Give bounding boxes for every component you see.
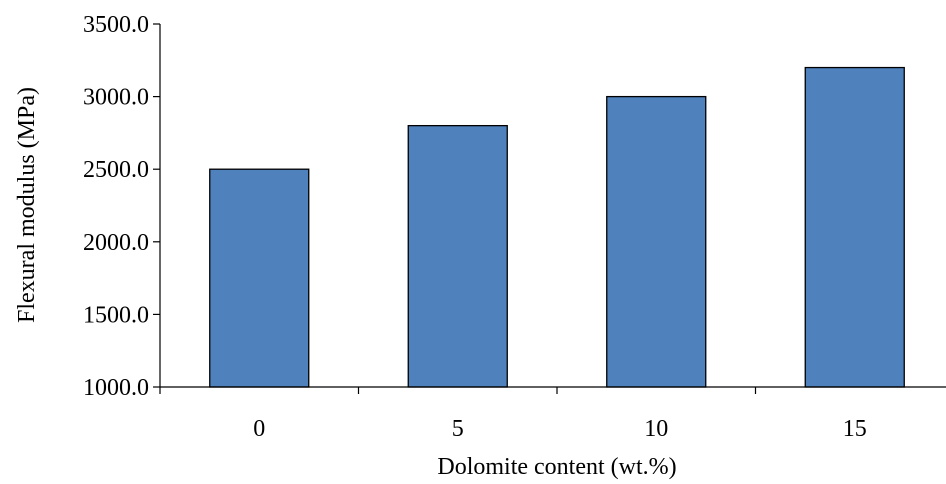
x-axis-title: Dolomite content (wt.%) xyxy=(437,454,676,480)
y-axis-ticks: 1000.0 1500.0 2000.0 2500.0 3000.0 3500.0 xyxy=(83,12,160,401)
x-tick-label: 15 xyxy=(843,416,867,442)
y-tick-label: 2000.0 xyxy=(83,230,149,256)
bar-5 xyxy=(407,124,508,388)
bar-10 xyxy=(606,95,707,388)
bars xyxy=(209,66,905,388)
bar-0 xyxy=(209,168,310,388)
bar-15 xyxy=(804,66,905,388)
y-tick-label: 1000.0 xyxy=(83,375,149,401)
y-axis-title: Flexural modulus (MPa) xyxy=(14,87,40,323)
x-tick-label: 0 xyxy=(253,416,265,442)
y-tick-label: 3500.0 xyxy=(83,12,149,38)
x-tick-label: 5 xyxy=(452,416,464,442)
y-tick-label: 3000.0 xyxy=(83,85,149,111)
y-tick-label: 2500.0 xyxy=(83,157,149,183)
y-tick-label: 1500.0 xyxy=(83,302,149,328)
x-tick-label: 10 xyxy=(644,416,668,442)
x-axis-ticks: 0 5 10 15 xyxy=(159,387,867,442)
